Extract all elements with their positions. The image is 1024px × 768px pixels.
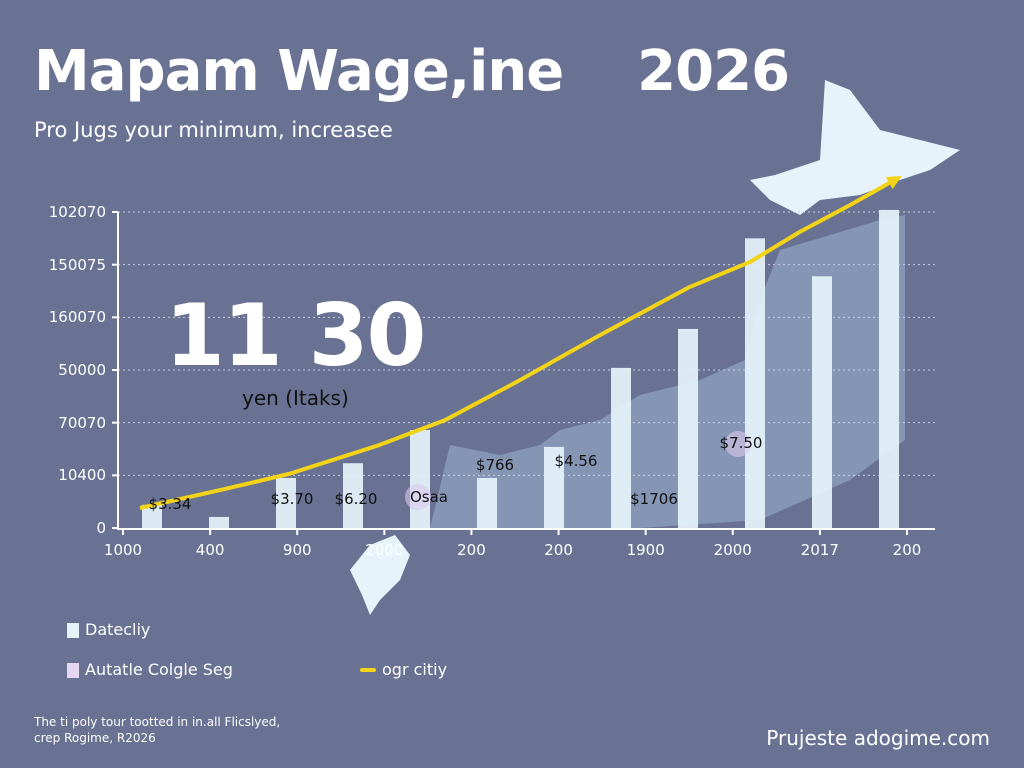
x-tick-label: 2017 xyxy=(800,541,839,559)
x-tick-label: 400 xyxy=(195,541,225,559)
peninsula-shape xyxy=(350,535,410,615)
page-subtitle: Pro Jugs your minimum, increasee xyxy=(34,118,393,142)
legend-label: Autatle Colgle Seg xyxy=(85,660,233,679)
x-tick-label: 200 xyxy=(544,541,573,559)
x-tick-label: 900 xyxy=(282,541,312,559)
data-label: $1706 xyxy=(630,490,678,508)
bar xyxy=(276,477,296,528)
arrow-head-icon xyxy=(885,175,902,190)
bar xyxy=(142,504,162,528)
bar xyxy=(410,430,430,528)
legend-item-markers: Autatle Colgle Seg xyxy=(67,660,233,680)
bar xyxy=(343,463,363,528)
legend-swatch xyxy=(67,662,79,678)
bar xyxy=(745,238,765,529)
line-series xyxy=(139,175,902,510)
bar xyxy=(477,477,497,528)
x-tick-label: 2000 xyxy=(713,541,752,559)
footnote-line: crep Rogime, R2026 xyxy=(34,731,156,745)
data-label: $4.56 xyxy=(554,452,598,470)
marker-osaka xyxy=(405,484,431,510)
legend-label: ogr citiy xyxy=(382,660,448,679)
data-label: $3.70 xyxy=(270,490,314,508)
bar xyxy=(611,367,631,528)
y-tick-label: 50000 xyxy=(58,361,106,379)
x-tick-label: 200 xyxy=(892,541,922,559)
bar xyxy=(678,328,698,528)
y-tick-label: 102070 xyxy=(48,203,106,221)
legend-swatch xyxy=(360,668,376,672)
y-tick-label: 10400 xyxy=(58,466,106,485)
footnote-line: The ti poly tour tootted in in.all Flics… xyxy=(34,715,281,729)
bar xyxy=(812,276,832,528)
x-tick-label: 1900 xyxy=(626,541,665,559)
legend-label: Datecliy xyxy=(85,620,151,639)
data-label: $3.34 xyxy=(148,495,192,513)
page-title: Mapam Wage,ine 2026 xyxy=(34,39,790,104)
y-tick-label: 70070 xyxy=(58,413,106,432)
y-tick-label: 0 xyxy=(96,519,106,537)
bar xyxy=(544,446,564,528)
data-label: $7.50 xyxy=(719,434,763,452)
highlight-value: 11 30 xyxy=(165,286,426,386)
highlight-unit: yen (Itaks) xyxy=(242,386,349,410)
bar xyxy=(209,516,229,528)
data-label: Osaa xyxy=(409,488,449,506)
x-tick-label: 200 xyxy=(457,541,486,559)
trend-line xyxy=(139,178,896,510)
japan-map xyxy=(350,80,960,615)
legend-item-line: ogr citiy xyxy=(360,660,447,680)
hokkaido-shape xyxy=(750,80,960,215)
legend-item-bars: Datecliy xyxy=(67,620,150,640)
legend-swatch xyxy=(67,622,79,638)
site-url: Prujeste adogime.com xyxy=(766,726,990,750)
x-tick-label: 2000 xyxy=(365,541,404,559)
grid xyxy=(112,211,935,535)
markers xyxy=(405,431,751,510)
y-tick-label: 150075 xyxy=(48,255,106,274)
data-label: $766 xyxy=(475,456,515,474)
bar xyxy=(879,209,899,529)
bars xyxy=(142,209,899,529)
y-tick-label: 160070 xyxy=(48,308,106,327)
x-tick-label: 1000 xyxy=(103,541,143,559)
data-label: $6.20 xyxy=(334,490,378,508)
footnote: The ti poly tour tootted in in.all Flics… xyxy=(34,714,280,746)
marker-city xyxy=(725,431,751,457)
